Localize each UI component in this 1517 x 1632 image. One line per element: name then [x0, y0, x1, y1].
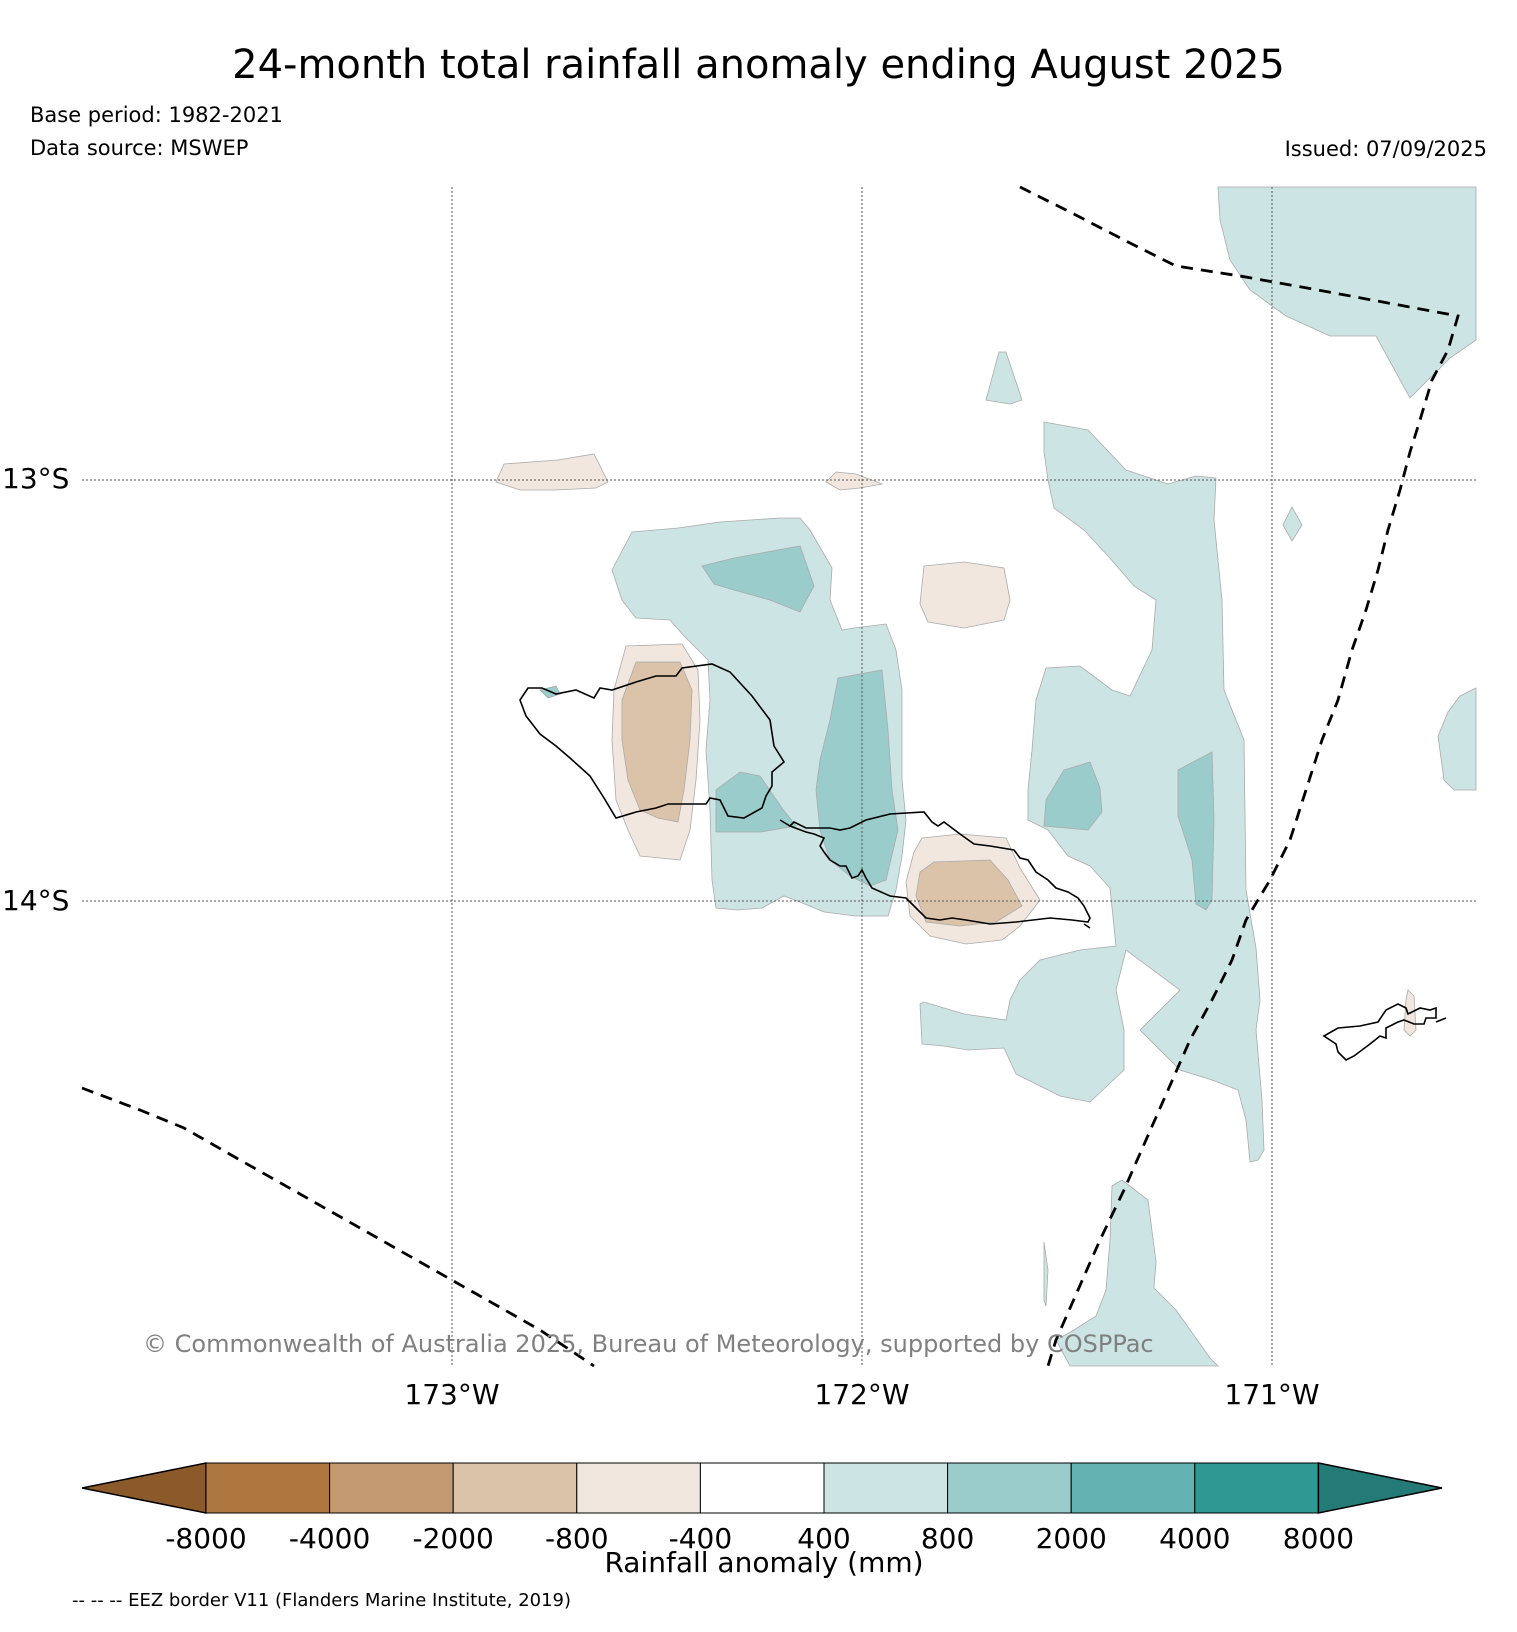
wet-region-east-edge	[1437, 687, 1477, 791]
rainfall-anomaly-contours	[495, 186, 1477, 1367]
colorbar-extend-low	[81, 1462, 207, 1514]
dry-medium-west	[621, 661, 693, 823]
colorbar-cell	[1194, 1462, 1319, 1514]
upolu-east-tip	[1083, 923, 1091, 929]
colorbar-cell	[452, 1462, 578, 1514]
lat-label-13s: 13°S	[2, 462, 69, 495]
copyright-notice: © Commonwealth of Australia 2025, Bureau…	[143, 1330, 1154, 1358]
eez-legend-note: -- -- -- EEZ border V11 (Flanders Marine…	[72, 1590, 572, 1611]
colorbar-cell	[699, 1462, 825, 1514]
colorbar-tick-label: -400	[669, 1522, 733, 1555]
wet-region-northeast	[1217, 186, 1477, 399]
colorbar: -8000 -4000 -2000 -800 -400 400 800 2000 4000 800…	[81, 1462, 1443, 1555]
wet-medium-northwest	[701, 545, 815, 613]
wet-region-sliver	[1043, 1241, 1049, 1307]
colorbar-cell	[1070, 1462, 1196, 1514]
tutuila-east-tip	[1435, 1017, 1447, 1023]
dry-light-north-small	[825, 471, 884, 491]
colorbar-tick-label: 800	[921, 1522, 974, 1555]
eez-border-northeast	[1019, 185, 1460, 1367]
savaii-coastline	[519, 663, 786, 819]
dry-light-center-north	[919, 561, 1011, 629]
wet-medium-central	[815, 669, 899, 887]
base-period-text: Base period: 1982-2021	[30, 103, 283, 127]
wet-region-south	[1055, 1179, 1219, 1367]
upolu-west-tip	[779, 819, 791, 827]
colorbar-cell	[947, 1462, 1072, 1514]
eez-border-southwest	[81, 1086, 595, 1368]
colorbar-tick-label: -800	[545, 1522, 609, 1555]
wet-medium-east2	[1177, 751, 1215, 911]
lon-label-172w: 172°W	[814, 1378, 909, 1411]
tutuila-coastline	[1322, 1003, 1437, 1061]
issued-date-text: Issued: 07/09/2025	[1284, 137, 1487, 161]
colorbar-tick-label: -4000	[289, 1522, 370, 1555]
colorbar-cell	[823, 1462, 949, 1514]
dry-medium-east	[915, 859, 1023, 927]
colorbar-tick-label: -8000	[165, 1522, 246, 1555]
colorbar-title: Rainfall anomaly (mm)	[604, 1546, 923, 1579]
lon-label-171w: 171°W	[1224, 1378, 1319, 1411]
lon-label-173w: 173°W	[404, 1378, 499, 1411]
colorbar-tick-label: -2000	[413, 1522, 494, 1555]
lat-label-14s: 14°S	[2, 884, 69, 917]
coastlines	[519, 663, 1447, 1061]
eez-borders	[81, 185, 1460, 1368]
graticule	[82, 187, 1476, 1366]
wet-medium-east	[1043, 761, 1103, 831]
data-source-text: Data source: MSWEP	[30, 136, 249, 160]
colorbar-tick-label: 2000	[1036, 1522, 1107, 1555]
colorbar-cell	[205, 1462, 331, 1514]
colorbar-tick-label: 400	[797, 1522, 850, 1555]
colorbar-cell	[576, 1462, 701, 1514]
colorbar-cell	[329, 1462, 454, 1514]
colorbar-tick-label: 8000	[1283, 1522, 1354, 1555]
colorbar-tick-label: 4000	[1159, 1522, 1230, 1555]
wet-region-small-diamond	[1282, 506, 1303, 542]
upolu-coastline	[788, 811, 1091, 925]
map-title: 24-month total rainfall anomaly ending A…	[232, 42, 1285, 88]
wet-region-small-north	[985, 351, 1023, 405]
colorbar-extend-high	[1317, 1462, 1443, 1514]
dry-light-northwest	[495, 453, 609, 491]
